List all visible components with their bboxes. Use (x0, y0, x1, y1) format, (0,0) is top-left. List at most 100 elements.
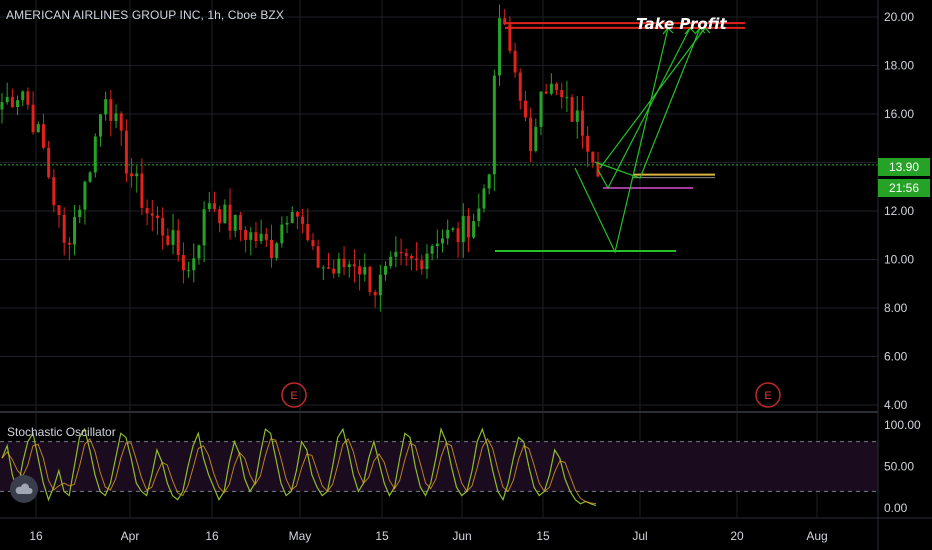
stoch-y-tick-label: 100.00 (884, 418, 921, 432)
candle-body (67, 242, 71, 245)
candle-body (389, 256, 393, 267)
candle-body (560, 90, 564, 98)
stochastic-title: Stochastic Oscillator (7, 425, 116, 439)
candle-body (285, 222, 289, 225)
candle-body (83, 181, 87, 210)
candle-body (420, 260, 424, 270)
candle-body (384, 266, 388, 275)
candle-body (508, 24, 512, 51)
candle-body (249, 232, 253, 240)
candle-body (259, 233, 263, 242)
candle-body (301, 216, 305, 224)
arrow-head-icon (684, 27, 696, 35)
candle-body (140, 173, 144, 208)
candle-body (316, 246, 320, 268)
candle-body (415, 258, 419, 261)
candle-body (347, 264, 351, 267)
y-tick-label: 12.00 (884, 204, 914, 218)
candle-body (109, 99, 113, 122)
candle-body (518, 72, 522, 101)
candle-body (456, 228, 460, 243)
candle-body (119, 113, 123, 131)
candle-body (352, 264, 356, 267)
tradingview-logo-icon[interactable] (10, 475, 38, 503)
candle-body (368, 266, 372, 293)
candle-body (549, 83, 553, 94)
candle-body (290, 212, 294, 223)
candle-body (104, 99, 108, 115)
x-tick-label: Aug (806, 529, 827, 543)
candle-body (311, 240, 315, 247)
earnings-icon (755, 382, 781, 408)
candle-body (498, 18, 502, 76)
candle-body (26, 91, 30, 105)
candle-body (218, 209, 222, 224)
stoch-y-tick-label: 50.00 (884, 460, 914, 474)
candle-body (446, 229, 450, 239)
candle-body (264, 233, 268, 240)
candle-body (461, 215, 465, 243)
y-tick-label: 4.00 (884, 398, 908, 412)
projection-arrow (594, 27, 701, 179)
arrow-head-icon (662, 27, 674, 35)
candle-body (358, 266, 362, 275)
candle-body (10, 97, 14, 108)
x-tick-label: Jul (632, 529, 647, 543)
candle-body (254, 232, 258, 242)
candle-body (534, 126, 538, 151)
arrow-head-icon (699, 27, 711, 35)
y-tick-label: 6.00 (884, 350, 908, 364)
stoch-d-line (1, 437, 597, 505)
candle-body (575, 110, 579, 122)
candle-body (409, 255, 413, 259)
candle-body (435, 243, 439, 247)
y-tick-label: 16.00 (884, 107, 914, 121)
candle-body (472, 221, 476, 238)
candle-body (98, 114, 102, 137)
candle-body (238, 214, 242, 231)
candle-body (228, 204, 232, 231)
candle-body (451, 228, 455, 230)
projection-arrow (599, 27, 706, 169)
candle-body (363, 266, 367, 275)
candle-body (342, 258, 346, 267)
y-tick-label: 8.00 (884, 301, 908, 315)
candle-body (47, 147, 51, 178)
candle-body (244, 230, 248, 240)
candle-body (555, 83, 559, 91)
x-tick-label: Jun (452, 529, 471, 543)
candle-body (280, 224, 284, 244)
candle-body (269, 239, 273, 258)
y-tick-label: 10.00 (884, 253, 914, 267)
candle-body (5, 97, 9, 103)
candle-body (155, 215, 159, 219)
candle-body (523, 100, 527, 118)
candle-body (161, 218, 165, 236)
candle-body (425, 253, 429, 270)
earnings-label: E (290, 390, 297, 402)
candle-body (57, 205, 61, 215)
candle-body (482, 188, 486, 209)
candle-body (596, 162, 600, 177)
candle-body (176, 230, 180, 256)
candle-body (21, 91, 25, 101)
candle-body (477, 208, 481, 222)
candle-body (430, 246, 434, 254)
candle-body (327, 267, 331, 269)
candle-body (399, 251, 403, 254)
candle-body (529, 117, 533, 151)
y-tick-label: 18.00 (884, 59, 914, 73)
stoch-y-tick-label: 0.00 (884, 501, 908, 515)
candle-body (580, 110, 584, 136)
candle-body (404, 253, 408, 256)
x-tick-label: 15 (536, 529, 550, 543)
candle-body (295, 212, 299, 217)
candle-body (321, 267, 325, 269)
candle-body (306, 223, 310, 241)
pane-separator[interactable] (0, 411, 878, 413)
projection-arrow (597, 27, 691, 190)
candle-body (130, 173, 134, 177)
candle-body (233, 214, 237, 231)
candle-body (0, 102, 4, 110)
